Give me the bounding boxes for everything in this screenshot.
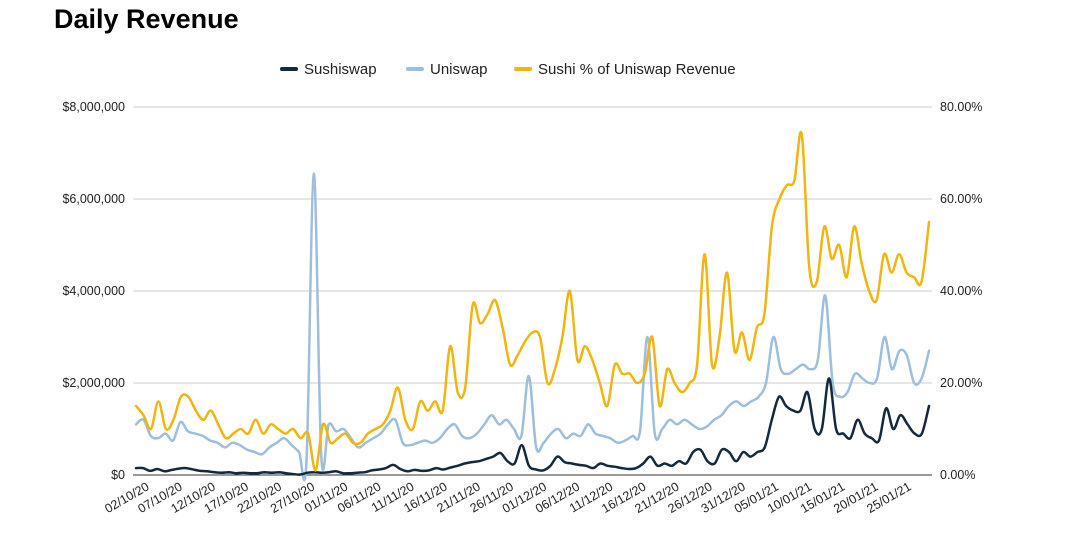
left-axis-ticks: $0 $2,000,000 $4,000,000 $6,000,000 $8,000,0… [62,100,125,482]
legend-label-sushiswap: Sushiswap [304,61,377,78]
y2-tick-label: 40.00% [940,284,982,298]
y-tick-label: $2,000,000 [62,376,125,390]
legend-label-sushi-of-uniswap-revenue: Sushi % of Uniswap Revenue [538,61,736,78]
gridlines [133,106,932,476]
y-tick-label: $8,000,000 [62,100,125,114]
series-lines [134,130,931,482]
chart-title: Daily Revenue [54,4,239,34]
y2-tick-label: 20.00% [940,376,982,390]
series-line-sushi-of-uniswap-revenue [134,130,931,472]
y2-tick-label: 80.00% [940,100,982,114]
legend: Sushiswap Uniswap Sushi % of Uniswap Reven… [280,61,736,78]
y-tick-label: $6,000,000 [62,192,125,206]
x-axis-ticks: 02/10/2007/10/2012/10/2017/10/2022/10/20… [102,479,913,515]
series-line-uniswap [134,172,931,482]
legend-label-uniswap: Uniswap [430,61,488,78]
series-line-sushiswap [134,377,931,476]
y2-tick-label: 0.00% [940,468,975,482]
right-axis-ticks: 0.00% 20.00% 40.00% 60.00% 80.00% [940,100,982,482]
y-tick-label: $4,000,000 [62,284,125,298]
y-tick-label: $0 [111,468,125,482]
y2-tick-label: 60.00% [940,192,982,206]
